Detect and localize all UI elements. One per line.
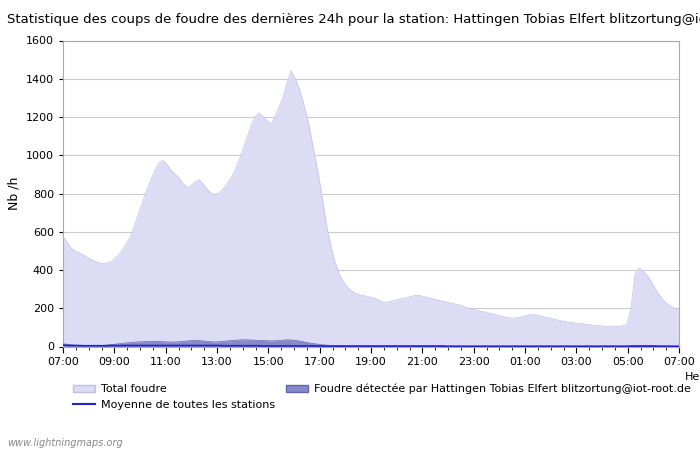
Text: www.lightningmaps.org: www.lightningmaps.org bbox=[7, 438, 122, 448]
Legend: Total foudre, Moyenne de toutes les stations, Foudre détectée par Hattingen Tobi: Total foudre, Moyenne de toutes les stat… bbox=[69, 379, 695, 414]
Text: Heure: Heure bbox=[685, 372, 700, 382]
Y-axis label: Nb /h: Nb /h bbox=[7, 177, 20, 210]
Text: Statistique des coups de foudre des dernières 24h pour la station: Hattingen Tob: Statistique des coups de foudre des dern… bbox=[7, 14, 700, 27]
